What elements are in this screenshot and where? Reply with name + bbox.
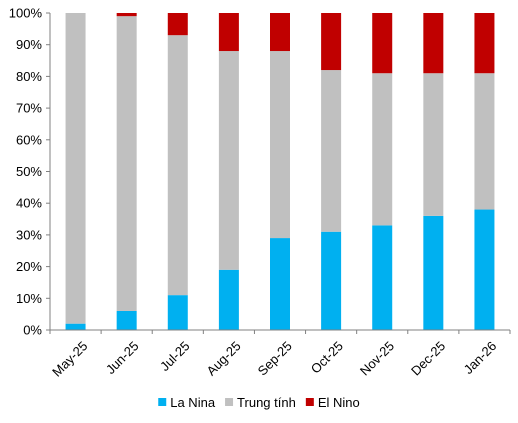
bar-la-nina-sep-25: [270, 238, 290, 330]
x-tick-label: May-25: [49, 338, 90, 379]
legend-label-trung-t-nh: Trung tính: [237, 395, 296, 410]
legend-swatch-la-nina: [158, 398, 167, 406]
legend: La Nina Trung tính El Nino: [158, 395, 360, 410]
x-tick-label: Dec-25: [408, 338, 448, 378]
bar-trung-t-nh-nov-25: [372, 73, 393, 226]
legend-swatch-el-nino: [305, 398, 314, 406]
x-tick-label: Aug-25: [204, 338, 244, 378]
bar-el-nino-jun-25: [116, 13, 137, 17]
y-axis: 0% 10% 20% 30% 40% 50% 60% 70% 80% 90% 100%: [9, 6, 51, 338]
x-tick-label: Oct-25: [308, 338, 346, 376]
y-tick-label: 60%: [16, 132, 42, 147]
bar-trung-t-nh-jul-25: [167, 35, 188, 296]
bar-trung-t-nh-may-25: [65, 13, 86, 324]
bar-el-nino-jan-26: [474, 13, 495, 74]
bar-la-nina-nov-25: [372, 225, 393, 330]
bar-la-nina-oct-25: [321, 231, 342, 330]
bar-la-nina-dec-25: [423, 215, 444, 330]
x-axis: May-25 Jun-25 Jul-25 Aug-25 Sep-25 Oct-25 Nov-…: [49, 329, 511, 380]
bar-el-nino-jul-25: [167, 13, 188, 36]
legend-swatch-trung-t-nh: [225, 398, 234, 406]
x-tick-label: Nov-25: [357, 338, 397, 378]
x-tick-label: Sep-25: [255, 338, 295, 378]
y-tick-label: 40%: [16, 196, 42, 211]
bar-la-nina-aug-25: [218, 269, 239, 330]
bar-la-nina-jun-25: [116, 310, 137, 330]
bar-trung-t-nh-aug-25: [218, 51, 239, 270]
bar-la-nina-jan-26: [474, 209, 495, 330]
x-tick-label: Jul-25: [157, 338, 193, 374]
bar-el-nino-aug-25: [218, 13, 239, 52]
bar-trung-t-nh-oct-25: [321, 70, 342, 232]
y-tick-label: 100%: [9, 6, 43, 21]
y-tick-label: 0%: [23, 323, 42, 338]
y-tick-label: 50%: [16, 164, 42, 179]
legend-label-la-nina: La Nina: [170, 395, 216, 410]
y-tick-label: 20%: [16, 259, 42, 274]
bars: [65, 13, 495, 330]
bar-trung-t-nh-sep-25: [270, 51, 290, 239]
bar-trung-t-nh-jun-25: [116, 16, 137, 311]
legend-label-el-nino: El Nino: [318, 395, 360, 410]
y-tick-label: 10%: [16, 291, 42, 306]
bar-el-nino-oct-25: [321, 13, 342, 71]
y-tick-label: 30%: [16, 227, 42, 242]
bar-la-nina-may-25: [65, 323, 86, 330]
y-tick-label: 90%: [16, 37, 42, 52]
x-tick-label: Jun-25: [103, 338, 142, 377]
bar-el-nino-sep-25: [270, 13, 290, 52]
bar-el-nino-dec-25: [423, 13, 444, 74]
bar-trung-t-nh-jan-26: [474, 73, 495, 210]
bar-el-nino-nov-25: [372, 13, 393, 74]
y-tick-label: 70%: [16, 101, 42, 116]
bar-trung-t-nh-dec-25: [423, 73, 444, 216]
x-tick-label: Jan-26: [461, 338, 500, 377]
y-tick-label: 80%: [16, 69, 42, 84]
bar-la-nina-jul-25: [167, 295, 188, 330]
